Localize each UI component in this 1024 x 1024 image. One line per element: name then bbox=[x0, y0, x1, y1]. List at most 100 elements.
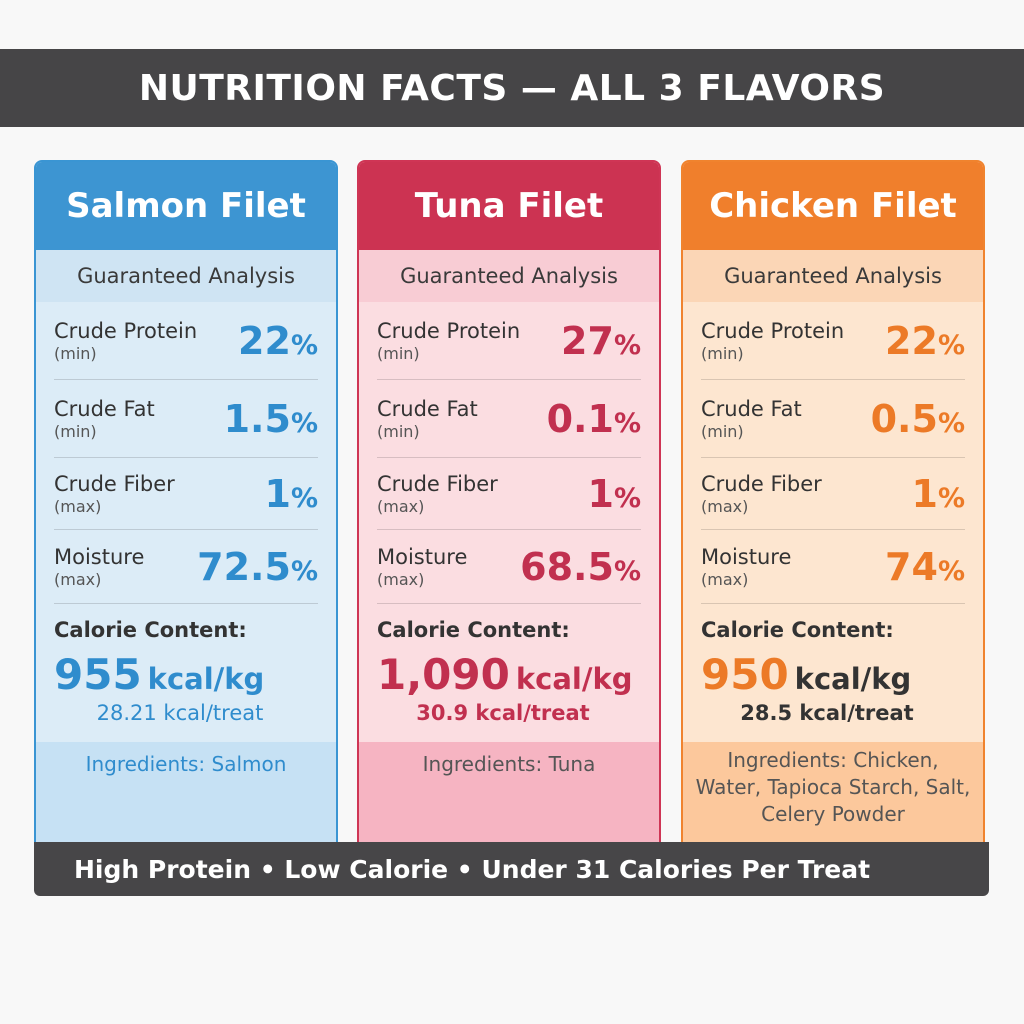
nutrient-value: 72.5% bbox=[197, 545, 318, 589]
nutrient-name: Crude Protein bbox=[377, 318, 521, 343]
nutrition-rows: Crude Protein (min) 22% Crude Fat (min) … bbox=[683, 302, 983, 730]
calorie-unit: kcal/kg bbox=[794, 662, 912, 696]
nutrient-label-group: Crude Fat (min) bbox=[377, 396, 478, 442]
nutrient-value: 27% bbox=[561, 319, 641, 363]
calorie-content-label: Calorie Content: bbox=[701, 618, 894, 642]
calorie-per-treat: 28.21 kcal/treat bbox=[96, 701, 264, 725]
nutrient-row: Crude Fiber (max) 1% bbox=[54, 458, 318, 530]
guaranteed-analysis-label: Guaranteed Analysis bbox=[683, 250, 983, 302]
nutrition-rows: Crude Protein (min) 27% Crude Fat (min) … bbox=[359, 302, 659, 730]
nutrient-name: Crude Fiber bbox=[701, 471, 822, 496]
nutrient-number: 22 bbox=[885, 318, 938, 363]
calorie-content: Calorie Content: 1,090 kcal/kg 30.9 kcal/… bbox=[377, 604, 641, 730]
nutrient-label-group: Crude Fiber (max) bbox=[54, 471, 175, 517]
nutrient-number: 72.5 bbox=[197, 544, 291, 589]
ingredients: Ingredients: Chicken, Water, Tapioca Sta… bbox=[683, 742, 983, 848]
nutrient-qualifier: (max) bbox=[701, 569, 749, 589]
nutrient-value: 1.5% bbox=[224, 397, 318, 441]
page-title: NUTRITION FACTS — ALL 3 FLAVORS bbox=[0, 49, 1024, 127]
nutrient-qualifier: (max) bbox=[377, 496, 425, 516]
nutrient-unit: % bbox=[613, 555, 641, 587]
nutrient-value: 22% bbox=[238, 319, 318, 363]
card-title: Salmon Filet bbox=[36, 162, 336, 250]
nutrition-rows: Crude Protein (min) 22% Crude Fat (min) … bbox=[36, 302, 336, 730]
card-title: Chicken Filet bbox=[683, 162, 983, 250]
nutrient-number: 0.1 bbox=[546, 396, 614, 441]
calorie-per-kg: 1,090 kcal/kg bbox=[377, 650, 641, 699]
ingredients: Ingredients: Tuna bbox=[359, 742, 659, 848]
nutrient-qualifier: (min) bbox=[377, 421, 420, 441]
nutrient-value: 22% bbox=[885, 319, 965, 363]
nutrient-name: Moisture bbox=[377, 544, 468, 569]
nutrient-name: Crude Fat bbox=[54, 396, 155, 421]
calorie-per-treat: 30.9 kcal/treat bbox=[416, 701, 590, 725]
nutrient-row: Crude Fiber (max) 1% bbox=[701, 458, 965, 530]
nutrient-unit: % bbox=[937, 482, 965, 514]
nutrient-row: Crude Fat (min) 0.5% bbox=[701, 380, 965, 458]
nutrient-number: 68.5 bbox=[520, 544, 614, 589]
nutrient-number: 1 bbox=[587, 471, 614, 516]
nutrient-number: 1 bbox=[911, 471, 938, 516]
nutrient-name: Moisture bbox=[701, 544, 792, 569]
nutrient-label-group: Crude Fiber (max) bbox=[701, 471, 822, 517]
nutrient-label-group: Crude Fat (min) bbox=[54, 396, 155, 442]
nutrient-unit: % bbox=[937, 555, 965, 587]
nutrient-value: 1% bbox=[911, 472, 965, 516]
tuna-filet-card: Tuna Filet Guaranteed Analysis Crude Pro… bbox=[357, 160, 661, 850]
nutrient-row: Crude Protein (min) 22% bbox=[54, 302, 318, 380]
calorie-value: 1,090 bbox=[377, 650, 510, 699]
nutrient-qualifier: (max) bbox=[377, 569, 425, 589]
nutrient-qualifier: (max) bbox=[54, 496, 102, 516]
nutrient-number: 74 bbox=[885, 544, 938, 589]
nutrient-unit: % bbox=[290, 555, 318, 587]
nutrient-row: Crude Fat (min) 0.1% bbox=[377, 380, 641, 458]
nutrient-value: 74% bbox=[885, 545, 965, 589]
nutrient-qualifier: (max) bbox=[54, 569, 102, 589]
nutrient-qualifier: (min) bbox=[54, 343, 97, 363]
nutrient-qualifier: (min) bbox=[701, 421, 744, 441]
nutrient-value: 0.5% bbox=[871, 397, 965, 441]
nutrient-name: Crude Protein bbox=[54, 318, 198, 343]
guaranteed-analysis-label: Guaranteed Analysis bbox=[36, 250, 336, 302]
nutrient-label-group: Crude Fat (min) bbox=[701, 396, 802, 442]
nutrient-row: Moisture (max) 68.5% bbox=[377, 530, 641, 604]
nutrient-label-group: Crude Fiber (max) bbox=[377, 471, 498, 517]
nutrient-unit: % bbox=[937, 329, 965, 361]
nutrient-value: 68.5% bbox=[520, 545, 641, 589]
nutrient-unit: % bbox=[613, 482, 641, 514]
calorie-per-kg: 950 kcal/kg bbox=[701, 650, 965, 699]
calorie-content-label: Calorie Content: bbox=[377, 618, 570, 642]
nutrient-label-group: Moisture (max) bbox=[54, 544, 144, 590]
nutrient-label-group: Moisture (max) bbox=[701, 544, 791, 590]
calorie-content: Calorie Content: 955 kcal/kg 28.21 kcal/t… bbox=[54, 604, 318, 730]
nutrient-name: Crude Fat bbox=[377, 396, 478, 421]
calorie-content-label: Calorie Content: bbox=[54, 618, 247, 642]
nutrient-label-group: Moisture (max) bbox=[377, 544, 467, 590]
nutrient-row: Moisture (max) 74% bbox=[701, 530, 965, 604]
calorie-value: 950 bbox=[701, 650, 789, 699]
nutrient-row: Crude Fat (min) 1.5% bbox=[54, 380, 318, 458]
nutrient-number: 1.5 bbox=[223, 396, 291, 441]
ingredients: Ingredients: Salmon bbox=[36, 742, 336, 848]
nutrient-unit: % bbox=[613, 407, 641, 439]
calorie-content: Calorie Content: 950 kcal/kg 28.5 kcal/tr… bbox=[701, 604, 965, 730]
nutrient-number: 0.5 bbox=[870, 396, 938, 441]
chicken-filet-card: Chicken Filet Guaranteed Analysis Crude … bbox=[681, 160, 985, 850]
nutrient-qualifier: (min) bbox=[54, 421, 97, 441]
salmon-filet-card: Salmon Filet Guaranteed Analysis Crude P… bbox=[34, 160, 338, 850]
nutrient-name: Crude Fat bbox=[701, 396, 802, 421]
nutrient-value: 0.1% bbox=[547, 397, 641, 441]
nutrient-name: Moisture bbox=[54, 544, 145, 569]
nutrient-label-group: Crude Protein (min) bbox=[377, 318, 520, 364]
nutrient-row: Moisture (max) 72.5% bbox=[54, 530, 318, 604]
calorie-value: 955 bbox=[54, 650, 142, 699]
calorie-unit: kcal/kg bbox=[515, 662, 633, 696]
calorie-per-treat: 28.5 kcal/treat bbox=[740, 701, 914, 725]
calorie-per-kg: 955 kcal/kg bbox=[54, 650, 318, 699]
nutrient-unit: % bbox=[937, 407, 965, 439]
nutrient-row: Crude Protein (min) 22% bbox=[701, 302, 965, 380]
nutrient-row: Crude Protein (min) 27% bbox=[377, 302, 641, 380]
card-title: Tuna Filet bbox=[359, 162, 659, 250]
nutrient-qualifier: (max) bbox=[701, 496, 749, 516]
nutrient-row: Crude Fiber (max) 1% bbox=[377, 458, 641, 530]
